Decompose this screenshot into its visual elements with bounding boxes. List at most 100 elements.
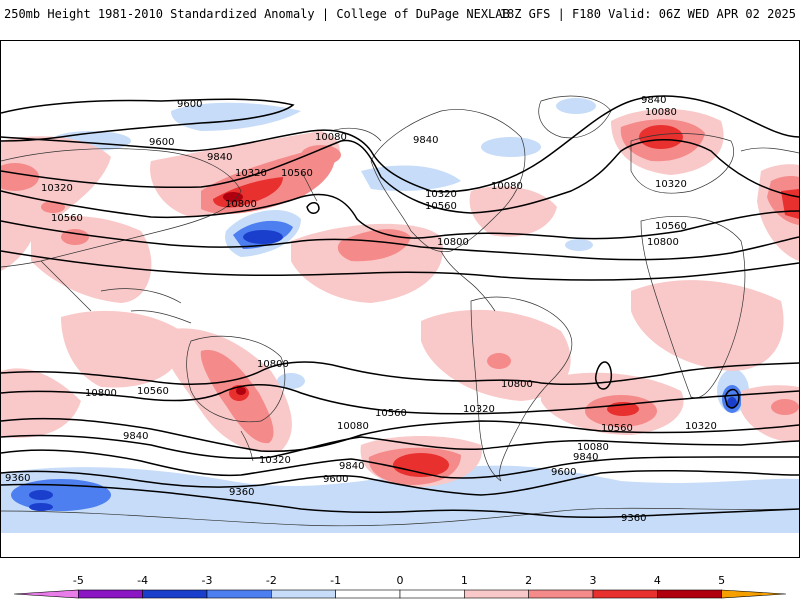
contour-10800-north — [1, 250, 799, 281]
legend-tick-label: 4 — [654, 574, 661, 587]
contour-label: 9600 — [323, 474, 348, 485]
legend-swatch — [721, 589, 787, 599]
legend-ticks: -5 -4 -3 -2 -1 0 1 2 3 4 5 — [73, 574, 725, 587]
coast-greenland — [538, 95, 612, 139]
contour-label: 10320 — [259, 455, 291, 466]
contour-labels: 9600 9600 9840 10080 10320 10560 10320 1… — [5, 95, 717, 524]
contour-label: 10560 — [375, 408, 407, 419]
neg1-atlantic — [481, 137, 541, 157]
legend-swatch — [464, 589, 529, 599]
contour-label: 10080 — [315, 132, 347, 143]
contour-10560-south — [1, 384, 799, 415]
coast-central-america — [440, 250, 496, 312]
neg3-pacific-low — [243, 230, 283, 244]
legend-swatch — [271, 589, 336, 599]
pos4-australia — [236, 387, 246, 395]
coastlines — [1, 95, 799, 527]
contour-label: 10560 — [51, 213, 83, 224]
coast-indonesia — [100, 288, 192, 324]
coast-africa — [640, 216, 746, 399]
contour-9360-south — [1, 483, 799, 519]
contour-label: 10800 — [225, 199, 257, 210]
contour-label: 9360 — [621, 513, 646, 524]
header-bar: 250mb Height 1981-2010 Standardized Anom… — [0, 0, 800, 30]
contour-label: 9360 — [229, 487, 254, 498]
legend-swatch — [335, 589, 401, 599]
anomaly-shading — [1, 98, 799, 533]
contour-label: 10800 — [437, 237, 469, 248]
contour-label: 10320 — [685, 421, 717, 432]
neg1-canada — [361, 165, 461, 191]
pos1-africa — [631, 280, 784, 371]
coast-asia-east — [740, 147, 799, 154]
contour-9840-south — [1, 449, 799, 479]
coast-north-america — [370, 109, 526, 253]
neg3-south-africa — [727, 397, 737, 409]
anomaly-map: 9600 9600 9840 10080 10320 10560 10320 1… — [1, 95, 799, 533]
coast-south-america — [470, 296, 573, 482]
contour-label: 10320 — [235, 168, 267, 179]
pos2-north-pacific-b — [301, 145, 341, 165]
contour-label: 9600 — [149, 137, 174, 148]
contour-9840-north — [1, 95, 799, 193]
coast-australia — [186, 335, 286, 423]
legend-tick-label: -2 — [266, 574, 277, 587]
contour-label: 9840 — [641, 95, 666, 106]
contour-label: 10800 — [85, 388, 117, 399]
coast-antarctica — [1, 507, 799, 527]
contour-label: 10800 — [647, 237, 679, 248]
legend-swatch — [206, 589, 272, 599]
contour-label: 10080 — [337, 421, 369, 432]
contour-label: 10800 — [501, 379, 533, 390]
contour-label: 10320 — [655, 179, 687, 190]
pos4-north-pacific — [223, 192, 243, 202]
contour-label: 9840 — [573, 452, 598, 463]
neg2-south-west — [11, 479, 111, 511]
neg1-north-pacific — [171, 102, 301, 131]
pos1-atlantic-mid — [469, 186, 557, 237]
legend-tick-label: 2 — [525, 574, 532, 587]
neg1-greenland — [556, 98, 596, 114]
legend-tick-label: 0 — [397, 574, 404, 587]
contour-9600-north — [1, 98, 295, 142]
legend-tick-label: -5 — [73, 574, 84, 587]
legend-tick-label: 1 — [461, 574, 468, 587]
coast-alaska — [330, 127, 382, 142]
legend-bar — [13, 589, 787, 599]
map-title: 250mb Height 1981-2010 Standardized Anom… — [4, 7, 510, 21]
pos2-central-pacific — [337, 229, 411, 262]
coast-europe — [630, 133, 734, 194]
pos3-europe — [639, 125, 683, 149]
height-contours — [1, 95, 799, 519]
coast-india — [40, 260, 92, 312]
contour-label: 9840 — [413, 135, 438, 146]
contour-label: 9360 — [5, 473, 30, 484]
contour-10800-loop-a — [594, 361, 613, 390]
contour-10080-south — [1, 434, 799, 459]
contour-10080-north — [1, 139, 799, 214]
contour-label: 10560 — [137, 386, 169, 397]
contour-label: 10080 — [645, 107, 677, 118]
legend-tick-label: 3 — [590, 574, 597, 587]
contour-10320-south — [1, 417, 799, 453]
legend-tick-label: -3 — [202, 574, 213, 587]
contour-label: 9840 — [339, 461, 364, 472]
color-legend: -5 -4 -3 -2 -1 0 1 2 3 4 5 — [13, 574, 787, 599]
contour-label: 10560 — [281, 168, 313, 179]
neg1-south-band — [1, 465, 799, 533]
pos2-west — [1, 163, 39, 191]
model-run-info: 18Z GFS | F180 Valid: 06Z WED APR 02 202… — [499, 7, 796, 21]
pos2-indian-south — [771, 399, 799, 415]
coast-japan — [300, 170, 318, 202]
contour-10560-north — [1, 220, 799, 261]
contour-label: 9600 — [177, 99, 202, 110]
legend-tick-label: -4 — [137, 574, 148, 587]
contour-10320-north — [1, 190, 799, 240]
neg3-south-west-b — [29, 503, 53, 511]
legend-swatch — [13, 589, 79, 599]
contour-label: 10320 — [463, 404, 495, 415]
contour-label: 9840 — [123, 431, 148, 442]
legend-swatch — [592, 589, 658, 599]
pos1-indonesia — [61, 310, 183, 388]
contour-label: 10560 — [655, 221, 687, 232]
